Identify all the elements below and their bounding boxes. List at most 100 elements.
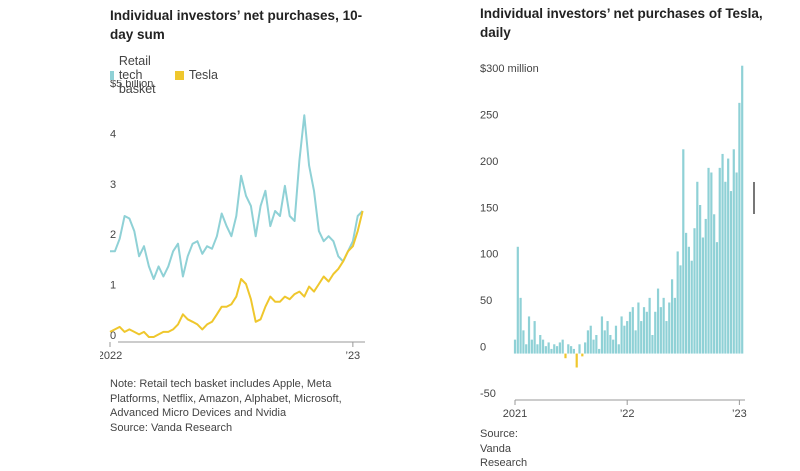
bar — [637, 302, 640, 354]
bar — [673, 297, 676, 354]
bar — [533, 321, 536, 354]
y-tick-label: 0 — [110, 330, 116, 342]
bar — [561, 339, 564, 354]
bar — [600, 316, 604, 354]
right-note: Source: Vanda Research — [480, 427, 527, 471]
bar — [525, 344, 528, 354]
bar — [634, 330, 637, 354]
bar — [623, 325, 626, 354]
bar — [693, 228, 696, 354]
bar — [715, 242, 719, 354]
bar — [544, 346, 547, 354]
y-tick-label: 0 — [480, 342, 486, 354]
bar — [679, 265, 682, 354]
bar — [592, 339, 595, 354]
y-tick-label: 250 — [480, 109, 498, 121]
bar — [513, 339, 517, 354]
bar — [578, 344, 581, 354]
legend-label-tesla: Tesla — [188, 68, 219, 82]
bar — [522, 330, 525, 354]
bar — [609, 335, 612, 354]
y-tick-label: $300 million — [480, 63, 539, 75]
bar — [654, 311, 657, 354]
bar — [662, 297, 665, 354]
left-source: Source: Vanda Research — [110, 421, 233, 434]
scroll-handle[interactable] — [753, 182, 755, 214]
bar — [738, 102, 741, 354]
bar — [598, 348, 601, 354]
left-chart-title: Individual investors’ net purchases, 10-… — [110, 8, 363, 42]
x-tick-label: ’22 — [620, 408, 635, 420]
bar — [724, 181, 727, 354]
bar — [656, 288, 660, 354]
bar — [519, 297, 522, 354]
bar — [727, 158, 730, 354]
bar — [645, 311, 648, 354]
series-line-tesla — [109, 210, 364, 338]
y-tick-label: 100 — [480, 249, 498, 261]
bar — [668, 302, 671, 354]
bar — [612, 339, 615, 354]
bar — [721, 153, 724, 354]
bar — [699, 205, 702, 354]
bar — [676, 251, 679, 354]
y-tick-label: 3 — [110, 179, 116, 191]
bar — [530, 339, 533, 354]
bar — [710, 172, 713, 354]
series-line-retail-tech-basket — [110, 114, 364, 280]
y-tick-label: 150 — [480, 202, 498, 214]
y-tick-label: 50 — [480, 295, 492, 307]
bar — [665, 321, 668, 354]
bar — [682, 149, 685, 354]
right-source: Source: Vanda Research — [480, 428, 528, 469]
bar — [553, 344, 556, 354]
bar — [628, 311, 632, 354]
bar — [617, 344, 620, 354]
legend-item-tesla: Tesla — [174, 68, 219, 82]
bar — [527, 316, 531, 354]
bar — [704, 218, 707, 354]
bar — [614, 325, 618, 354]
bar — [684, 232, 688, 354]
bar — [642, 307, 646, 354]
bar — [741, 65, 744, 354]
right-chart-title: Individual investors’ net purchases of T… — [480, 6, 763, 40]
bar — [696, 181, 699, 354]
bar — [569, 346, 573, 354]
bar — [603, 330, 606, 354]
bar — [584, 342, 587, 354]
bar — [550, 348, 553, 354]
bar — [713, 214, 716, 354]
bar — [648, 297, 651, 354]
bar — [572, 348, 576, 354]
y-tick-label: -50 — [480, 388, 496, 400]
y-tick-label: 4 — [110, 128, 116, 140]
bar — [640, 321, 643, 354]
bar — [589, 325, 592, 354]
bar — [626, 321, 629, 354]
bar — [547, 342, 550, 354]
bar — [707, 167, 710, 354]
bar — [516, 246, 519, 354]
bar — [606, 321, 609, 354]
bar — [687, 246, 691, 354]
bar — [651, 335, 654, 354]
x-tick-label: 2022 — [100, 350, 122, 362]
bar — [541, 339, 545, 354]
bar — [718, 167, 721, 354]
left-legend: Retail tech basket Tesla — [110, 54, 232, 96]
bar — [729, 191, 733, 354]
bar — [539, 335, 542, 354]
bar — [567, 344, 570, 354]
right-bar-chart: -50 0 50 100 150 200 250 $300 million 2021 ’22 ’23 — [480, 63, 747, 420]
x-tick-label: ’23 — [346, 350, 361, 362]
left-note: Note: Retail tech basket includes Apple,… — [110, 377, 360, 435]
y-tick-label: 200 — [480, 156, 498, 168]
bar — [558, 342, 561, 354]
bar — [670, 279, 674, 354]
bar — [536, 344, 539, 354]
left-line-chart: 0 1 2 3 4 $5 billion 2022 ’23 — [100, 80, 365, 362]
y-tick-label: 1 — [110, 280, 116, 292]
bar — [564, 353, 567, 359]
legend-item-retail: Retail tech basket — [110, 54, 161, 96]
